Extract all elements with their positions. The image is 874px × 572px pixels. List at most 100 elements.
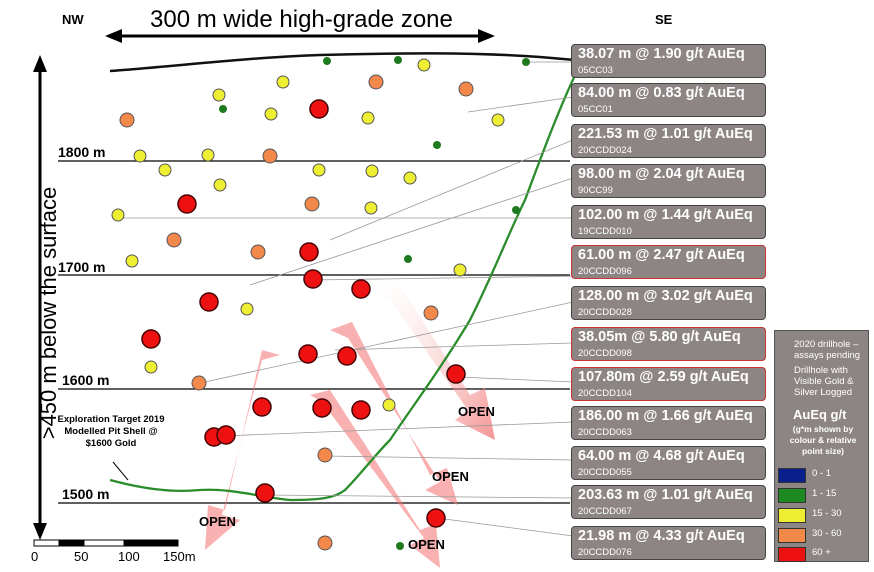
drill-point — [201, 148, 215, 162]
open-arrow-2 — [205, 350, 280, 550]
intercept-box-new: 38.05m @ 5.80 g/t AuEq 20CCDD098 — [571, 327, 766, 361]
drill-point — [423, 305, 439, 321]
drill-point — [417, 58, 431, 72]
intercept-text: 203.63 m @ 1.01 g/t AuEq — [578, 487, 753, 503]
drill-point — [299, 242, 319, 262]
legend-class-label: 15 - 30 — [812, 508, 842, 519]
intercept-text: 186.00 m @ 1.66 g/t AuEq — [578, 408, 753, 424]
legend-note: (g*m shown by colour & relative point si… — [789, 424, 857, 456]
level-label-1700: 1700 m — [58, 259, 106, 275]
intercept-text: 98.00 m @ 2.04 g/t AuEq — [578, 166, 745, 182]
legend-swatch-15-30 — [778, 508, 806, 523]
drill-point — [351, 279, 371, 299]
drill-point — [264, 107, 278, 121]
drill-point — [522, 58, 530, 66]
drill-point — [458, 81, 474, 97]
intercept-box: 203.63 m @ 1.01 g/t AuEq 20CCDD067 — [571, 485, 766, 519]
hole-id: 20CCDD096 — [578, 266, 632, 277]
hole-id: 20CCDD067 — [578, 506, 632, 517]
drill-point — [368, 74, 384, 90]
intercept-box-new: 107.80m @ 2.59 g/t AuEq 20CCDD104 — [571, 367, 766, 401]
drill-point — [351, 400, 371, 420]
drill-point — [216, 425, 236, 445]
drill-point — [119, 112, 135, 128]
legend-panel: 2020 drillhole – assays pending Drillhol… — [774, 330, 869, 562]
drill-point — [133, 149, 147, 163]
drill-point — [317, 535, 333, 551]
hole-id: 20CCDD098 — [578, 348, 632, 359]
drill-point — [453, 263, 467, 277]
drill-point — [404, 255, 412, 263]
drill-point — [312, 398, 332, 418]
drill-point — [433, 141, 441, 149]
se-label: SE — [655, 12, 673, 27]
open-arrow-4 — [310, 390, 440, 568]
drill-point — [212, 88, 226, 102]
drill-point — [125, 254, 139, 268]
drill-point — [177, 194, 197, 214]
intercept-box: 21.98 m @ 4.33 g/t AuEq 20CCDD076 — [571, 526, 766, 560]
drill-point — [323, 57, 331, 65]
intercept-box: 38.07 m @ 1.90 g/t AuEq 05CC03 — [571, 44, 766, 78]
level-label-1600: 1600 m — [62, 372, 110, 388]
level-label-1800: 1800 m — [58, 144, 106, 160]
drill-point — [309, 99, 329, 119]
nw-label: NW — [62, 12, 84, 27]
drill-point — [166, 232, 182, 248]
hole-id: 19CCDD010 — [578, 226, 632, 237]
drill-point — [394, 56, 402, 64]
legend-swatch-30-60 — [778, 528, 806, 543]
zone-arrow-left — [105, 29, 122, 43]
intercept-box-new: 61.00 m @ 2.47 g/t AuEq 20CCDD096 — [571, 245, 766, 279]
drill-point — [262, 148, 278, 164]
drill-point — [191, 375, 207, 391]
intercept-text: 221.53 m @ 1.01 g/t AuEq — [578, 126, 753, 142]
drill-point — [213, 178, 227, 192]
drill-point — [276, 75, 290, 89]
scale-50: 50 — [74, 549, 89, 564]
legend-title: AuEq g/t — [793, 407, 847, 422]
drill-point — [158, 163, 172, 177]
intercept-text: 102.00 m @ 1.44 g/t AuEq — [578, 207, 753, 223]
intercept-box: 128.00 m @ 3.02 g/t AuEq 20CCDD028 — [571, 286, 766, 320]
drill-point — [361, 111, 375, 125]
drill-point — [403, 171, 417, 185]
intercept-box: 98.00 m @ 2.04 g/t AuEq 90CC99 — [571, 164, 766, 198]
legend-class-label: 0 - 1 — [812, 468, 832, 479]
drill-point — [426, 508, 446, 528]
intercept-text: 38.05m @ 5.80 g/t AuEq — [578, 329, 741, 345]
drill-point — [144, 360, 158, 374]
hole-id: 20CCDD104 — [578, 388, 632, 399]
drill-point — [396, 542, 404, 550]
open-label-4: OPEN — [408, 537, 445, 552]
legend-class-label: 60 + — [812, 547, 831, 558]
drill-point — [252, 397, 272, 417]
intercept-text: 38.07 m @ 1.90 g/t AuEq — [578, 46, 745, 62]
intercept-box: 102.00 m @ 1.44 g/t AuEq 19CCDD010 — [571, 205, 766, 239]
hole-id: 90CC99 — [578, 185, 613, 196]
legend-swatch-0-1 — [778, 468, 806, 483]
drill-point — [317, 447, 333, 463]
drill-point — [446, 364, 466, 384]
depth-arrow-bottom — [33, 523, 47, 540]
level-label-1500: 1500 m — [62, 486, 110, 502]
pit-shell-line — [109, 60, 591, 502]
drill-point — [111, 208, 125, 222]
drill-point — [491, 113, 505, 127]
drill-point — [365, 164, 379, 178]
legend-swatch-1-15 — [778, 488, 806, 503]
zone-title: 300 m wide high-grade zone — [150, 6, 453, 33]
intercept-box: 64.00 m @ 4.68 g/t AuEq 20CCDD055 — [571, 446, 766, 480]
hole-id: 20CCDD028 — [578, 307, 632, 318]
open-label-1: OPEN — [458, 404, 495, 419]
drill-point — [298, 344, 318, 364]
intercept-text: 107.80m @ 2.59 g/t AuEq — [578, 369, 749, 385]
drill-point — [337, 346, 357, 366]
zone-arrow-right — [478, 29, 495, 43]
legend-class-label: 30 - 60 — [812, 528, 842, 539]
drill-point — [240, 302, 254, 316]
intercept-text: 64.00 m @ 4.68 g/t AuEq — [578, 448, 745, 464]
open-label-2: OPEN — [432, 469, 469, 484]
legend-class-label: 1 - 15 — [812, 488, 837, 499]
